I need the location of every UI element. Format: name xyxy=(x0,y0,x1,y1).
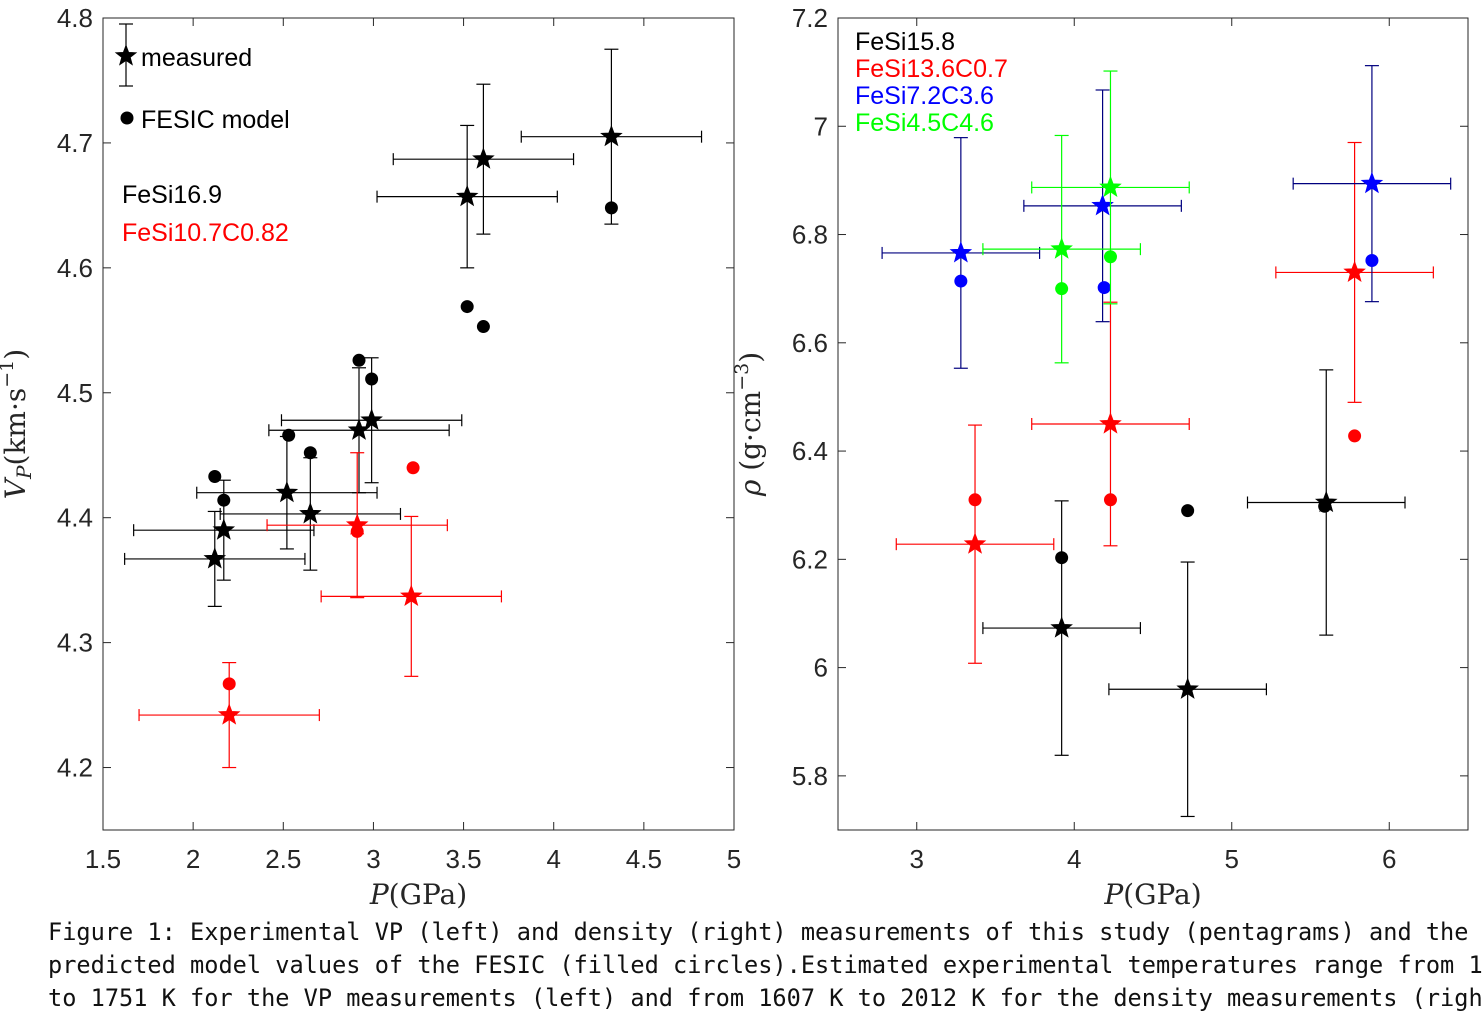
model-point-fesi10-7c0-82 xyxy=(350,524,364,538)
measured-point-fesi13-6c0-7 xyxy=(963,532,987,554)
model-point-fesi10-7c0-82 xyxy=(222,677,236,691)
legend-series-label: FeSi7.2C3.6 xyxy=(855,82,994,110)
measured-point-fesi16-9 xyxy=(203,547,227,569)
model-point-fesi16-9 xyxy=(476,320,490,334)
model-point-fesi16-9 xyxy=(303,446,317,460)
x-tick-label: 3.5 xyxy=(445,844,481,874)
measured-point-fesi15-8 xyxy=(1050,616,1073,638)
model-point-fesi15-8 xyxy=(1181,504,1195,518)
x-tick-label: 1.5 xyxy=(85,844,121,874)
x-tick-label: 3 xyxy=(910,844,924,874)
model-point-fesi16-9 xyxy=(460,300,474,314)
x-tick-label: 5 xyxy=(727,844,741,874)
caption-line-3: to 1751 K for the VP measurements (left)… xyxy=(48,984,1484,1012)
x-tick-label: 4 xyxy=(546,844,560,874)
model-point-fesi4-5c4-6 xyxy=(1103,250,1117,264)
x-tick-label: 2.5 xyxy=(265,844,301,874)
y-tick-label: 6 xyxy=(814,653,828,683)
density-chart: 3 4 5 6 5.8 6 6.2 6.4 6.6 6.8 7 7.2 P(GPa) ρ (g·cm−3)… xyxy=(731,3,1469,910)
y-axis-label: VP(km·s−1) xyxy=(0,349,36,499)
measured-point-fesi16-9 xyxy=(299,502,322,524)
measured-point-fesi7-2c3-6 xyxy=(949,241,973,263)
y-tick-label: 4.7 xyxy=(57,128,93,158)
y-tick-label: 6.4 xyxy=(792,436,828,466)
caption-line-1: Figure 1: Experimental VP (left) and den… xyxy=(48,918,1469,946)
measured-point-fesi16-9 xyxy=(600,124,623,147)
model-point-fesi16-9 xyxy=(352,353,366,367)
x-tick-label: 3 xyxy=(366,844,380,874)
y-tick-label: 6.8 xyxy=(792,220,828,250)
y-tick-label: 4.6 xyxy=(57,253,93,283)
legend-series-label: FeSi15.8 xyxy=(855,28,955,56)
measured-point-fesi4-5c4-6 xyxy=(1099,175,1122,198)
measured-point-fesi13-6c0-7 xyxy=(1343,260,1366,283)
x-tick-label: 5 xyxy=(1225,844,1239,874)
y-tick-label: 7 xyxy=(814,111,828,141)
plot-frame xyxy=(837,17,1469,831)
legend-model-label: FESIC model xyxy=(141,106,290,134)
legend-series-label: FeSi16.9 xyxy=(122,181,222,209)
measured-point-fesi16-9 xyxy=(472,147,495,169)
measured-point-fesi10-7c0-82 xyxy=(400,584,423,606)
measured-point-fesi4-5c4-6 xyxy=(1050,237,1073,259)
model-point-fesi7-2c3-6 xyxy=(1365,254,1379,268)
legend-series-label: FeSi10.7C0.82 xyxy=(122,219,289,247)
y-tick-label: 4.4 xyxy=(57,503,93,533)
y-tick-label: 4.2 xyxy=(57,753,93,783)
measured-point-fesi7-2c3-6 xyxy=(1360,171,1384,194)
y-tick-label: 6.6 xyxy=(792,328,828,358)
measured-point-fesi13-6c0-7 xyxy=(1099,412,1122,434)
model-point-fesi13-6c0-7 xyxy=(1103,493,1117,507)
model-point-fesi10-7c0-82 xyxy=(406,461,420,475)
model-point-fesi13-6c0-7 xyxy=(1348,429,1362,443)
x-tick-label: 6 xyxy=(1382,844,1396,874)
y-tick-label: 4.8 xyxy=(57,3,93,33)
measured-point-fesi10-7c0-82 xyxy=(217,703,241,725)
vp-chart: 1.5 2 2.5 3 3.5 4 4.5 5 4.2 4.3 4.4 4.5 4.6 4.7 4.8 P(G… xyxy=(0,3,741,910)
model-point-fesi16-9 xyxy=(217,493,231,507)
legend-measured-label: measured xyxy=(141,44,252,72)
model-point-fesi13-6c0-7 xyxy=(968,493,982,507)
x-tick-label: 4.5 xyxy=(626,844,662,874)
model-point-fesi7-2c3-6 xyxy=(954,274,968,288)
y-axis-label: ρ (g·cm−3) xyxy=(731,352,767,497)
model-point-fesi16-9 xyxy=(365,372,379,386)
measured-point-fesi16-9 xyxy=(212,518,236,540)
x-tick-label: 4 xyxy=(1067,844,1081,874)
measured-point-fesi16-9 xyxy=(360,408,383,430)
y-tick-label: 7.2 xyxy=(792,3,828,33)
y-tick-label: 5.8 xyxy=(792,761,828,791)
x-tick-label: 2 xyxy=(186,844,200,874)
model-point-fesi4-5c4-6 xyxy=(1055,282,1069,296)
measured-point-fesi16-9 xyxy=(275,480,299,503)
model-point-fesi7-2c3-6 xyxy=(1097,281,1111,295)
plot-frame xyxy=(102,17,735,831)
legend-series-label: FeSi4.5C4.6 xyxy=(855,109,994,137)
model-point-fesi15-8 xyxy=(1318,499,1332,513)
measured-point-fesi15-8 xyxy=(1176,677,1199,699)
x-axis-label: P(GPa) xyxy=(1103,878,1201,910)
y-tick-label: 4.5 xyxy=(57,378,93,408)
y-tick-label: 6.2 xyxy=(792,544,828,574)
model-point-fesi16-9 xyxy=(282,428,296,442)
figure: 1.5 2 2.5 3 3.5 4 4.5 5 4.2 4.3 4.4 4.5 4.6 4.7 4.8 P(G… xyxy=(0,3,1469,910)
figure-caption: Figure 1: Experimental VP (left) and den… xyxy=(48,916,1484,1015)
legend-circle-icon xyxy=(120,111,134,125)
model-point-fesi16-9 xyxy=(208,469,222,483)
legend-series-label: FeSi13.6C0.7 xyxy=(855,55,1008,83)
x-axis-label: P(GPa) xyxy=(369,878,467,910)
model-point-fesi16-9 xyxy=(604,201,618,215)
y-tick-label: 4.3 xyxy=(57,628,93,658)
caption-line-2: predicted model values of the FESIC (fil… xyxy=(48,951,1484,979)
model-point-fesi15-8 xyxy=(1055,551,1069,565)
measured-point-fesi16-9 xyxy=(455,184,479,207)
